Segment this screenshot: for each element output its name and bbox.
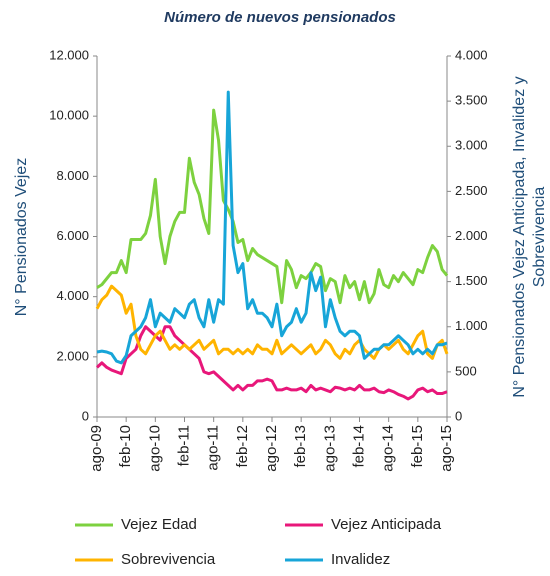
y2-tick-label: 0 [455,408,462,423]
x-tick-label: feb-15 [409,425,426,468]
legend: Vejez Edad Vejez Anticipada Sobrevivencia I… [75,516,442,568]
x-tick-label: ago-10 [146,425,163,472]
y-tick-label: 4.000 [56,288,89,303]
x-tick-label: feb-14 [350,425,367,468]
y-tick-label: 2.000 [56,348,89,363]
legend-label: Sobrevivencia [121,551,216,568]
series-line [96,108,449,305]
y2-tick-label: 1.500 [455,273,488,288]
y2-axis-title: N° Pensionados Vejez Anticipada, Invalid… [511,76,528,397]
x-tick-label: feb-12 [234,425,251,468]
x-tick-label: feb-11 [175,425,192,466]
series-line [96,90,448,365]
y2-tick-label: 4.000 [455,47,488,62]
x-tick-label: feb-13 [292,425,309,468]
y2-tick-label: 2.000 [455,228,488,243]
y2-tick-label: 3.000 [455,138,488,153]
x-tick-label: ago-14 [380,425,397,472]
chart-title: Número de nuevos pensionados [164,9,396,26]
legend-label: Vejez Edad [121,516,197,533]
x-tick-label: feb-10 [117,425,134,468]
legend-label: Invalidez [331,551,390,568]
x-tick-label: ago-15 [438,425,455,472]
legend-label: Vejez Anticipada [331,516,442,533]
y2-tick-label: 500 [455,363,477,378]
x-tick-label: ago-12 [263,425,280,472]
y-tick-label: 0 [82,408,89,423]
y2-tick-label: 1.000 [455,318,488,333]
series-line [95,284,449,360]
x-tick-label: ago-09 [88,425,105,472]
x-tick-label: ago-13 [321,425,338,472]
y2-tick-label: 2.500 [455,183,488,198]
y-tick-label: 6.000 [56,228,89,243]
y-tick-label: 10.000 [49,108,89,123]
y-tick-label: 12.000 [49,47,89,62]
y2-axis-title: Sobrevivencia [531,187,548,288]
y-tick-label: 8.000 [56,168,89,183]
y2-tick-label: 3.500 [455,93,488,108]
x-tick-label: ago-11 [205,425,222,471]
y-axis-title: N° Pensionados Vejez [13,158,30,317]
